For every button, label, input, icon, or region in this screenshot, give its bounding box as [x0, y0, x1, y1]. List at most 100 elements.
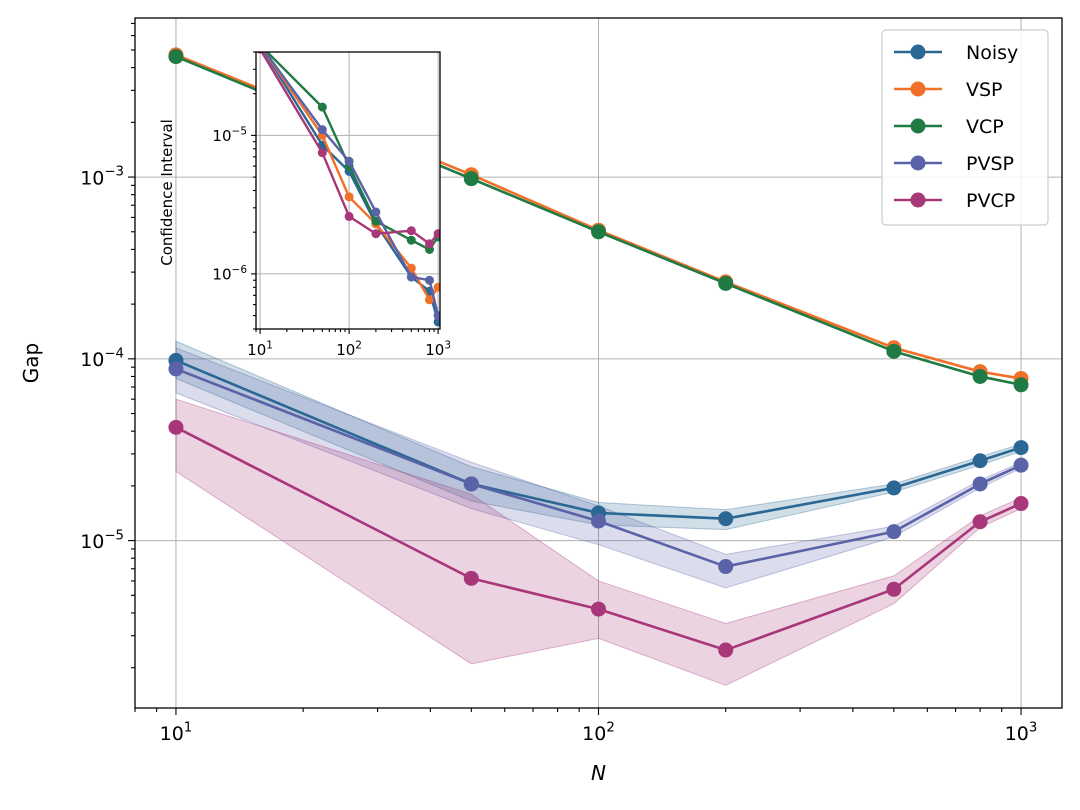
inset-plot-background [256, 52, 440, 329]
main-point-pvsp [972, 476, 988, 492]
main-point-vcp [1013, 377, 1029, 393]
inset-point-vcp [406, 235, 416, 245]
main-series-vcp [168, 49, 1029, 393]
inset-point-pvsp [406, 272, 416, 282]
main-point-pvcp [463, 570, 479, 586]
main-x-axis-label: N [591, 761, 606, 785]
main-x-tick-label: 103 [1005, 720, 1038, 745]
main-point-pvcp [886, 581, 902, 597]
inset-y-tick-label-exp: −6 [232, 264, 248, 276]
inset-point-pvsp [317, 125, 327, 135]
inset-x-tick-label: 101 [247, 339, 273, 359]
inset-x-tick-label-exp: 3 [444, 339, 451, 351]
main-x-tick-label-base: 10 [160, 723, 184, 745]
inset-ticks [251, 51, 439, 334]
main-x-tick-label: 101 [160, 720, 193, 745]
inset-x-tick-label-exp: 1 [266, 339, 273, 351]
main-point-noisy [886, 480, 902, 496]
legend-item-vcp: VCP [894, 116, 1004, 138]
main-point-vcp [591, 224, 606, 240]
main-y-axis-label: Gap [19, 343, 43, 383]
main-series-layer [168, 47, 1029, 686]
inset-x-tick-label: 102 [336, 339, 362, 359]
main-y-tick-label: 10−4 [80, 347, 124, 372]
inset-x-tick-label-exp: 2 [355, 339, 362, 351]
legend-box [881, 29, 1049, 226]
main-y-tick-label-exp: −4 [104, 347, 124, 362]
inset-x-tick-label-base: 10 [336, 341, 355, 359]
main-point-noisy [972, 453, 988, 469]
inset-point-pvcp [344, 211, 354, 221]
main-point-pvsp [718, 559, 734, 575]
main-point-pvsp [591, 513, 606, 529]
legend-item-pvcp: PVCP [894, 190, 1015, 212]
legend-label-pvcp: PVCP [966, 190, 1015, 212]
main-point-pvsp [463, 476, 479, 492]
main-x-tick-label-base: 10 [582, 723, 606, 745]
inset-y-tick-label-base: 10 [212, 127, 231, 145]
main-y-tick-label-exp: −3 [104, 165, 124, 180]
main-x-tick-label-exp: 1 [184, 720, 192, 735]
inset-y-tick-label: 10−5 [212, 125, 247, 145]
main-point-pvcp [168, 419, 184, 435]
inset-point-pvsp [433, 311, 440, 321]
inset-point-vcp [371, 216, 381, 226]
main-point-vcp [168, 49, 184, 65]
legend-item-noisy: Noisy [894, 42, 1018, 64]
main-point-vcp [972, 368, 988, 384]
main-x-tick-label: 102 [582, 720, 615, 745]
main-point-vcp [886, 343, 902, 359]
legend-item-vsp: VSP [894, 79, 1003, 101]
main-y-tick-label: 10−3 [80, 165, 124, 190]
main-y-tick-label-base: 10 [80, 167, 104, 189]
main-point-pvsp [168, 361, 184, 377]
main-point-pvcp [1013, 496, 1029, 512]
inset-point-vsp [424, 295, 434, 305]
main-y-tick-label-base: 10 [80, 531, 104, 553]
inset-series-pvcp [256, 52, 440, 249]
inset-point-pvsp [424, 275, 434, 285]
main-y-tick-label: 10−5 [80, 528, 124, 553]
inset-point-pvsp [371, 207, 381, 217]
legend-marker-pvsp [910, 155, 926, 171]
main-point-vcp [718, 275, 734, 291]
main-x-tick-label-base: 10 [1005, 723, 1029, 745]
main-x-tick-label-exp: 2 [606, 720, 614, 735]
legend-item-pvsp: PVSP [894, 153, 1014, 175]
inset-point-vsp [433, 282, 440, 292]
legend-marker-pvcp [910, 192, 926, 208]
inset-point-pvcp [433, 229, 440, 239]
inset-point-pvcp [371, 229, 381, 239]
inset-point-vcp [317, 102, 327, 112]
main-point-noisy [718, 511, 734, 527]
inset-y-tick-label-exp: −5 [232, 125, 247, 137]
inset-point-pvsp [344, 156, 354, 166]
inset-y-tick-label: 10−6 [212, 264, 247, 284]
main-point-vcp [463, 171, 479, 187]
main-point-pvsp [1013, 457, 1029, 473]
inset-series-pvsp [263, 52, 440, 321]
inset-y-tick-label-base: 10 [212, 266, 231, 284]
main-y-tick-label-base: 10 [80, 349, 104, 371]
main-series-pvsp [168, 361, 1029, 575]
inset-x-tick-label-base: 10 [425, 341, 444, 359]
main-point-pvsp [886, 524, 902, 540]
main-series-pvcp [168, 419, 1029, 658]
main-ticks [128, 22, 1022, 715]
legend: Noisy VSP VCP PVSP PVCP [881, 29, 1049, 226]
inset-point-pvcp [406, 226, 416, 236]
legend-label-noisy: Noisy [966, 42, 1018, 64]
legend-marker-vcp [910, 118, 926, 134]
inset-y-axis-label: Confidence Interval [158, 119, 176, 266]
inset-series-layer [256, 52, 440, 327]
legend-label-vcp: VCP [966, 116, 1004, 138]
main-x-tick-label-exp: 3 [1029, 720, 1037, 735]
inset-point-pvcp [424, 239, 434, 249]
main-point-pvcp [972, 514, 988, 530]
main-point-noisy [1013, 440, 1029, 456]
main-y-tick-label-exp: −5 [104, 528, 124, 543]
